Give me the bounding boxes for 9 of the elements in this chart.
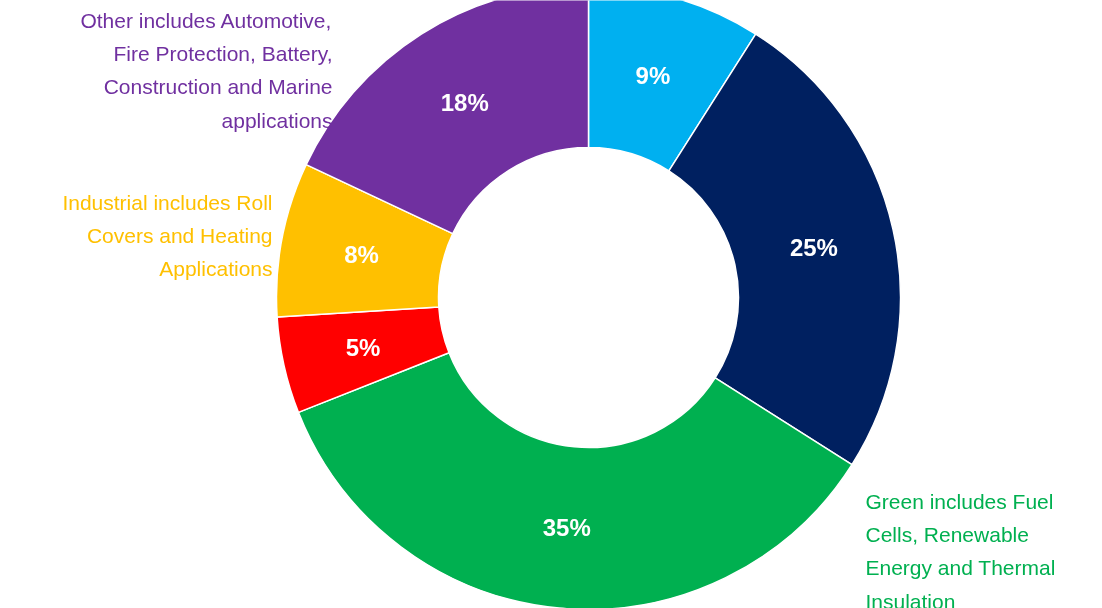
data-label: 18% [440, 88, 489, 116]
data-label: 8% [344, 240, 379, 268]
text: Other includes Automotive, Fire Protection, Battery, Construction and Marine applications [80, 8, 333, 132]
text: Green includes Fuel Cells, Renewable Energy and Thermal Insulation [865, 489, 1056, 608]
data-label: 35% [542, 513, 591, 541]
data-label: 25% [789, 233, 838, 261]
text: Industrial includes Roll Covers and Heating Applications [62, 190, 273, 281]
data-label: 9% [635, 62, 671, 90]
data-label: 5% [345, 334, 381, 362]
